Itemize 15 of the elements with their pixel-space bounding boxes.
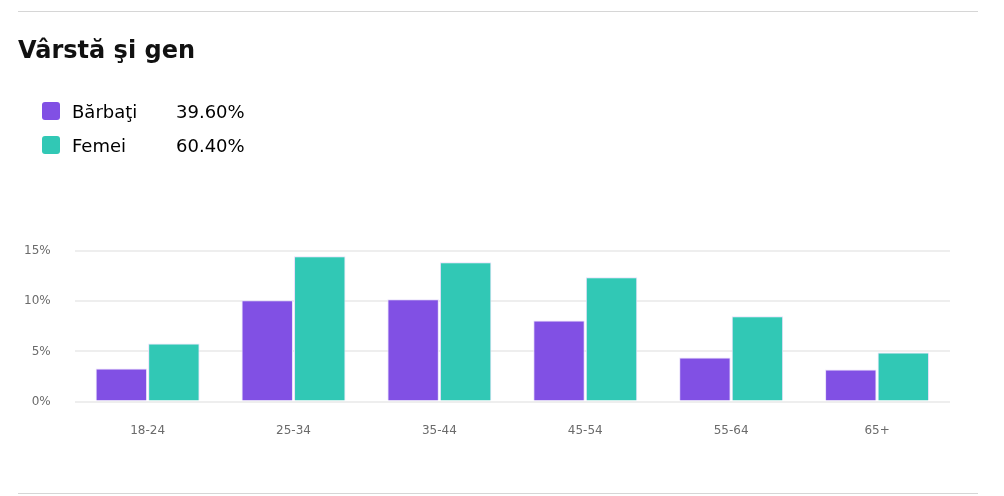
y-tick-label: 10% — [24, 293, 51, 308]
x-tick-label: 25-34 — [276, 422, 311, 437]
x-tick-label: 35-44 — [421, 422, 457, 437]
chart-title: Vârstă şi gen — [18, 36, 196, 64]
legend-label: Femei — [72, 134, 128, 156]
text: 39.60% — [176, 100, 245, 122]
x-tick-label: 65+ — [864, 422, 890, 437]
x-tick-label: 45-54 — [567, 422, 603, 437]
y-tick-label: 15% — [24, 243, 51, 258]
x-tick-label: 18-24 — [130, 422, 166, 437]
y-tick-label: 5% — [31, 343, 51, 358]
x-tick-label: 55-64 — [713, 422, 749, 437]
y-tick-label: 0% — [31, 393, 51, 408]
legend-label: Bărbaţi — [72, 100, 139, 122]
text: 60.40% — [176, 134, 245, 156]
